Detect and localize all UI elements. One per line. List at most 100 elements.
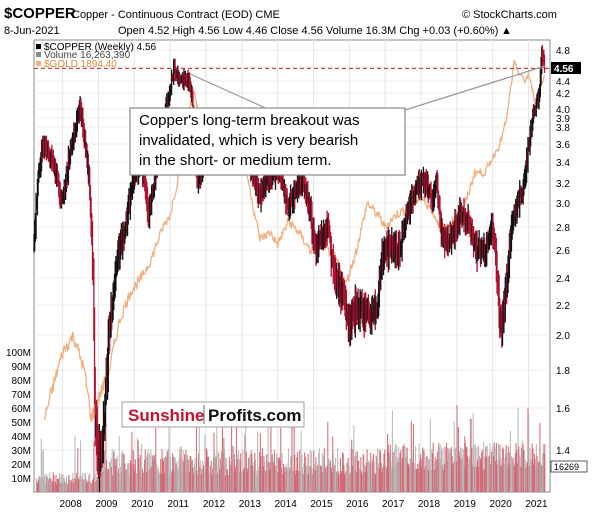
volume-bar <box>227 475 229 492</box>
volume-bar <box>349 474 351 492</box>
volume-tick-100M: 100M <box>6 348 31 359</box>
volume-bar <box>40 477 42 492</box>
volume-bar <box>250 450 252 492</box>
volume-bar <box>543 453 545 492</box>
volume-bar <box>217 451 219 492</box>
volume-bar <box>220 465 222 492</box>
chart-quote: Open 4.52 High 4.56 Low 4.46 Close 4.56 … <box>118 25 498 37</box>
price-tick-3.2: 3.2 <box>556 179 570 190</box>
year-tick-2021: 2021 <box>525 499 548 510</box>
volume-bar <box>502 448 504 492</box>
volume-bar <box>99 472 101 492</box>
volume-bar <box>358 460 360 492</box>
volume-bar <box>485 456 488 492</box>
volume-bar <box>45 473 47 492</box>
volume-bar <box>351 465 353 492</box>
volume-bar <box>537 465 539 492</box>
volume-bar <box>58 478 60 492</box>
volume-bar <box>425 456 427 492</box>
volume-bar <box>436 451 438 492</box>
volume-bar <box>334 470 336 492</box>
volume-bar <box>138 457 140 492</box>
volume-bar <box>183 454 186 492</box>
volume-bar <box>240 471 242 492</box>
volume-bar <box>344 471 346 492</box>
volume-bar <box>79 475 81 492</box>
volume-bar <box>57 478 59 492</box>
volume-bar <box>87 480 89 492</box>
volume-bar <box>266 454 268 492</box>
volume-bar <box>539 423 541 492</box>
volume-bar <box>414 468 416 492</box>
volume-bar <box>261 448 264 492</box>
volume-bar <box>490 464 492 492</box>
volume-bars <box>35 405 546 492</box>
volume-bar <box>94 481 96 492</box>
volume-bar <box>304 456 306 492</box>
volume-bar <box>254 452 256 492</box>
volume-bar <box>230 460 232 492</box>
volume-bar <box>174 458 176 492</box>
volume-bar <box>84 473 87 492</box>
volume-bar <box>171 472 173 492</box>
volume-bar <box>289 467 291 492</box>
volume-bar <box>527 408 529 492</box>
volume-bar <box>520 466 522 492</box>
volume-bar <box>375 474 377 492</box>
volume-bar <box>245 417 247 492</box>
volume-bar <box>483 469 485 492</box>
volume-bar <box>528 413 530 492</box>
volume-bar <box>380 462 382 492</box>
volume-bar <box>398 447 400 492</box>
volume-bar <box>195 470 197 492</box>
volume-bar <box>37 483 39 492</box>
volume-bar <box>125 469 127 492</box>
volume-bar <box>120 472 122 492</box>
volume-bar <box>353 425 355 492</box>
volume-bar <box>419 461 421 492</box>
volume-bar <box>92 478 94 492</box>
volume-bar <box>458 455 460 492</box>
volume-bar <box>461 448 463 492</box>
volume-bar <box>503 458 505 492</box>
volume-bar <box>159 473 161 492</box>
volume-bar <box>214 458 216 492</box>
volume-bar <box>483 442 485 492</box>
volume-bar <box>300 431 302 492</box>
volume-bar <box>264 470 266 492</box>
volume-bar <box>507 446 509 492</box>
volume-bar <box>141 469 143 492</box>
volume-bar <box>314 470 316 492</box>
volume-bar <box>273 462 275 492</box>
price-tick-3: 3.0 <box>556 199 570 210</box>
volume-bar <box>184 472 186 492</box>
year-tick-2013: 2013 <box>239 499 262 510</box>
volume-bar <box>477 445 479 492</box>
price-tick-3.6: 3.6 <box>556 140 570 151</box>
volume-bar <box>499 444 501 492</box>
legend-swatch-gold <box>36 61 41 66</box>
volume-bar <box>367 460 370 492</box>
volume-bar <box>161 449 163 492</box>
volume-bar <box>349 472 351 492</box>
volume-bar <box>127 462 129 492</box>
volume-bar <box>469 455 471 492</box>
volume-bar <box>216 473 219 492</box>
volume-bar <box>507 466 509 492</box>
volume-bar <box>486 445 488 492</box>
year-tick-2018: 2018 <box>418 499 441 510</box>
volume-bar <box>293 422 295 492</box>
volume-bar <box>61 483 63 492</box>
volume-bar <box>379 451 382 492</box>
volume-bar <box>148 470 150 492</box>
volume-bar <box>352 448 354 492</box>
volume-bar <box>139 454 141 492</box>
volume-bar <box>485 446 487 492</box>
volume-bar <box>370 474 372 492</box>
volume-bar <box>80 440 82 492</box>
volume-bar <box>111 448 113 492</box>
volume-bar <box>285 466 287 492</box>
volume-bar <box>148 453 150 492</box>
volume-bar <box>160 459 162 492</box>
volume-bar <box>320 465 323 492</box>
